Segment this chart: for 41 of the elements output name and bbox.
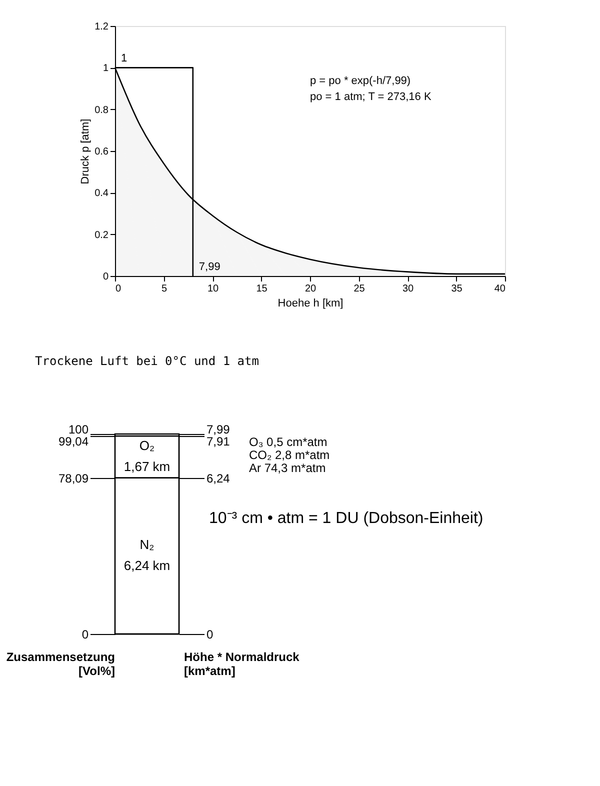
x-tick-label: 10 <box>207 284 219 294</box>
x-axis-title: Hoehe h [km] <box>278 298 344 310</box>
text: Ar 74,3 m*atm <box>249 461 326 475</box>
y-axis-title: Zusammensetzung [Vol%] <box>6 650 115 678</box>
text: O₃ 0,5 cm*atm <box>249 435 328 449</box>
y-tick-label: 100 <box>68 422 89 436</box>
series-label: N₂ <box>140 536 154 552</box>
y-tick-label: 0.2 <box>94 230 109 241</box>
x-tick-label: 20 <box>304 284 316 294</box>
annotation: p = po * exp(-h/7,99) <box>310 75 411 87</box>
chart-title: Trockene Luft bei 0°C und 1 atm <box>35 354 259 368</box>
legend-label: O₂ <box>139 438 155 453</box>
y-tick-label: 0 <box>82 628 89 642</box>
y-axis-title: Druck p [atm] <box>80 118 92 184</box>
y-tick-label: 0 <box>102 272 109 282</box>
data-label: 6,24 km <box>124 558 170 573</box>
x-tick-label: 0 <box>116 284 122 294</box>
annotation: po = 1 atm; T = 273,16 K <box>310 91 432 103</box>
y-tick-label: 1.2 <box>94 22 109 32</box>
y2-tick-label: 0 <box>206 628 214 642</box>
text: CO₂ 2,8 m*atm <box>249 448 330 462</box>
annotation: 7,99 <box>198 261 220 273</box>
x-tick-label: 5 <box>161 284 168 294</box>
text: 10⁻³ cm • atm = 1 DU (Dobson-Einheit) <box>209 510 484 527</box>
y2-axis-title: Höhe * Normaldruck [km*atm] <box>184 650 300 678</box>
y-tick-label: 0.6 <box>94 146 109 158</box>
y-tick-label: 99,04 <box>58 434 89 448</box>
y2-tick-label: 7,99 <box>206 422 230 436</box>
annotation: 1 <box>121 52 128 65</box>
x-tick-label: 30 <box>402 284 414 294</box>
x-tick-label: 25 <box>354 284 366 294</box>
data-label: 1,67 km <box>124 458 170 474</box>
y2-tick-label: 6,24 <box>206 471 230 486</box>
x-tick-label: 40 <box>494 284 506 294</box>
y-tick-label: 1 <box>102 63 109 74</box>
y-tick-label: 0.4 <box>94 188 109 200</box>
y2-tick-label: 7,91 <box>206 434 230 449</box>
y-tick-label: 78,09 <box>58 471 89 486</box>
y-tick-label: 0.8 <box>94 104 109 116</box>
x-tick-label: 15 <box>256 284 268 294</box>
x-tick-label: 35 <box>451 284 463 294</box>
